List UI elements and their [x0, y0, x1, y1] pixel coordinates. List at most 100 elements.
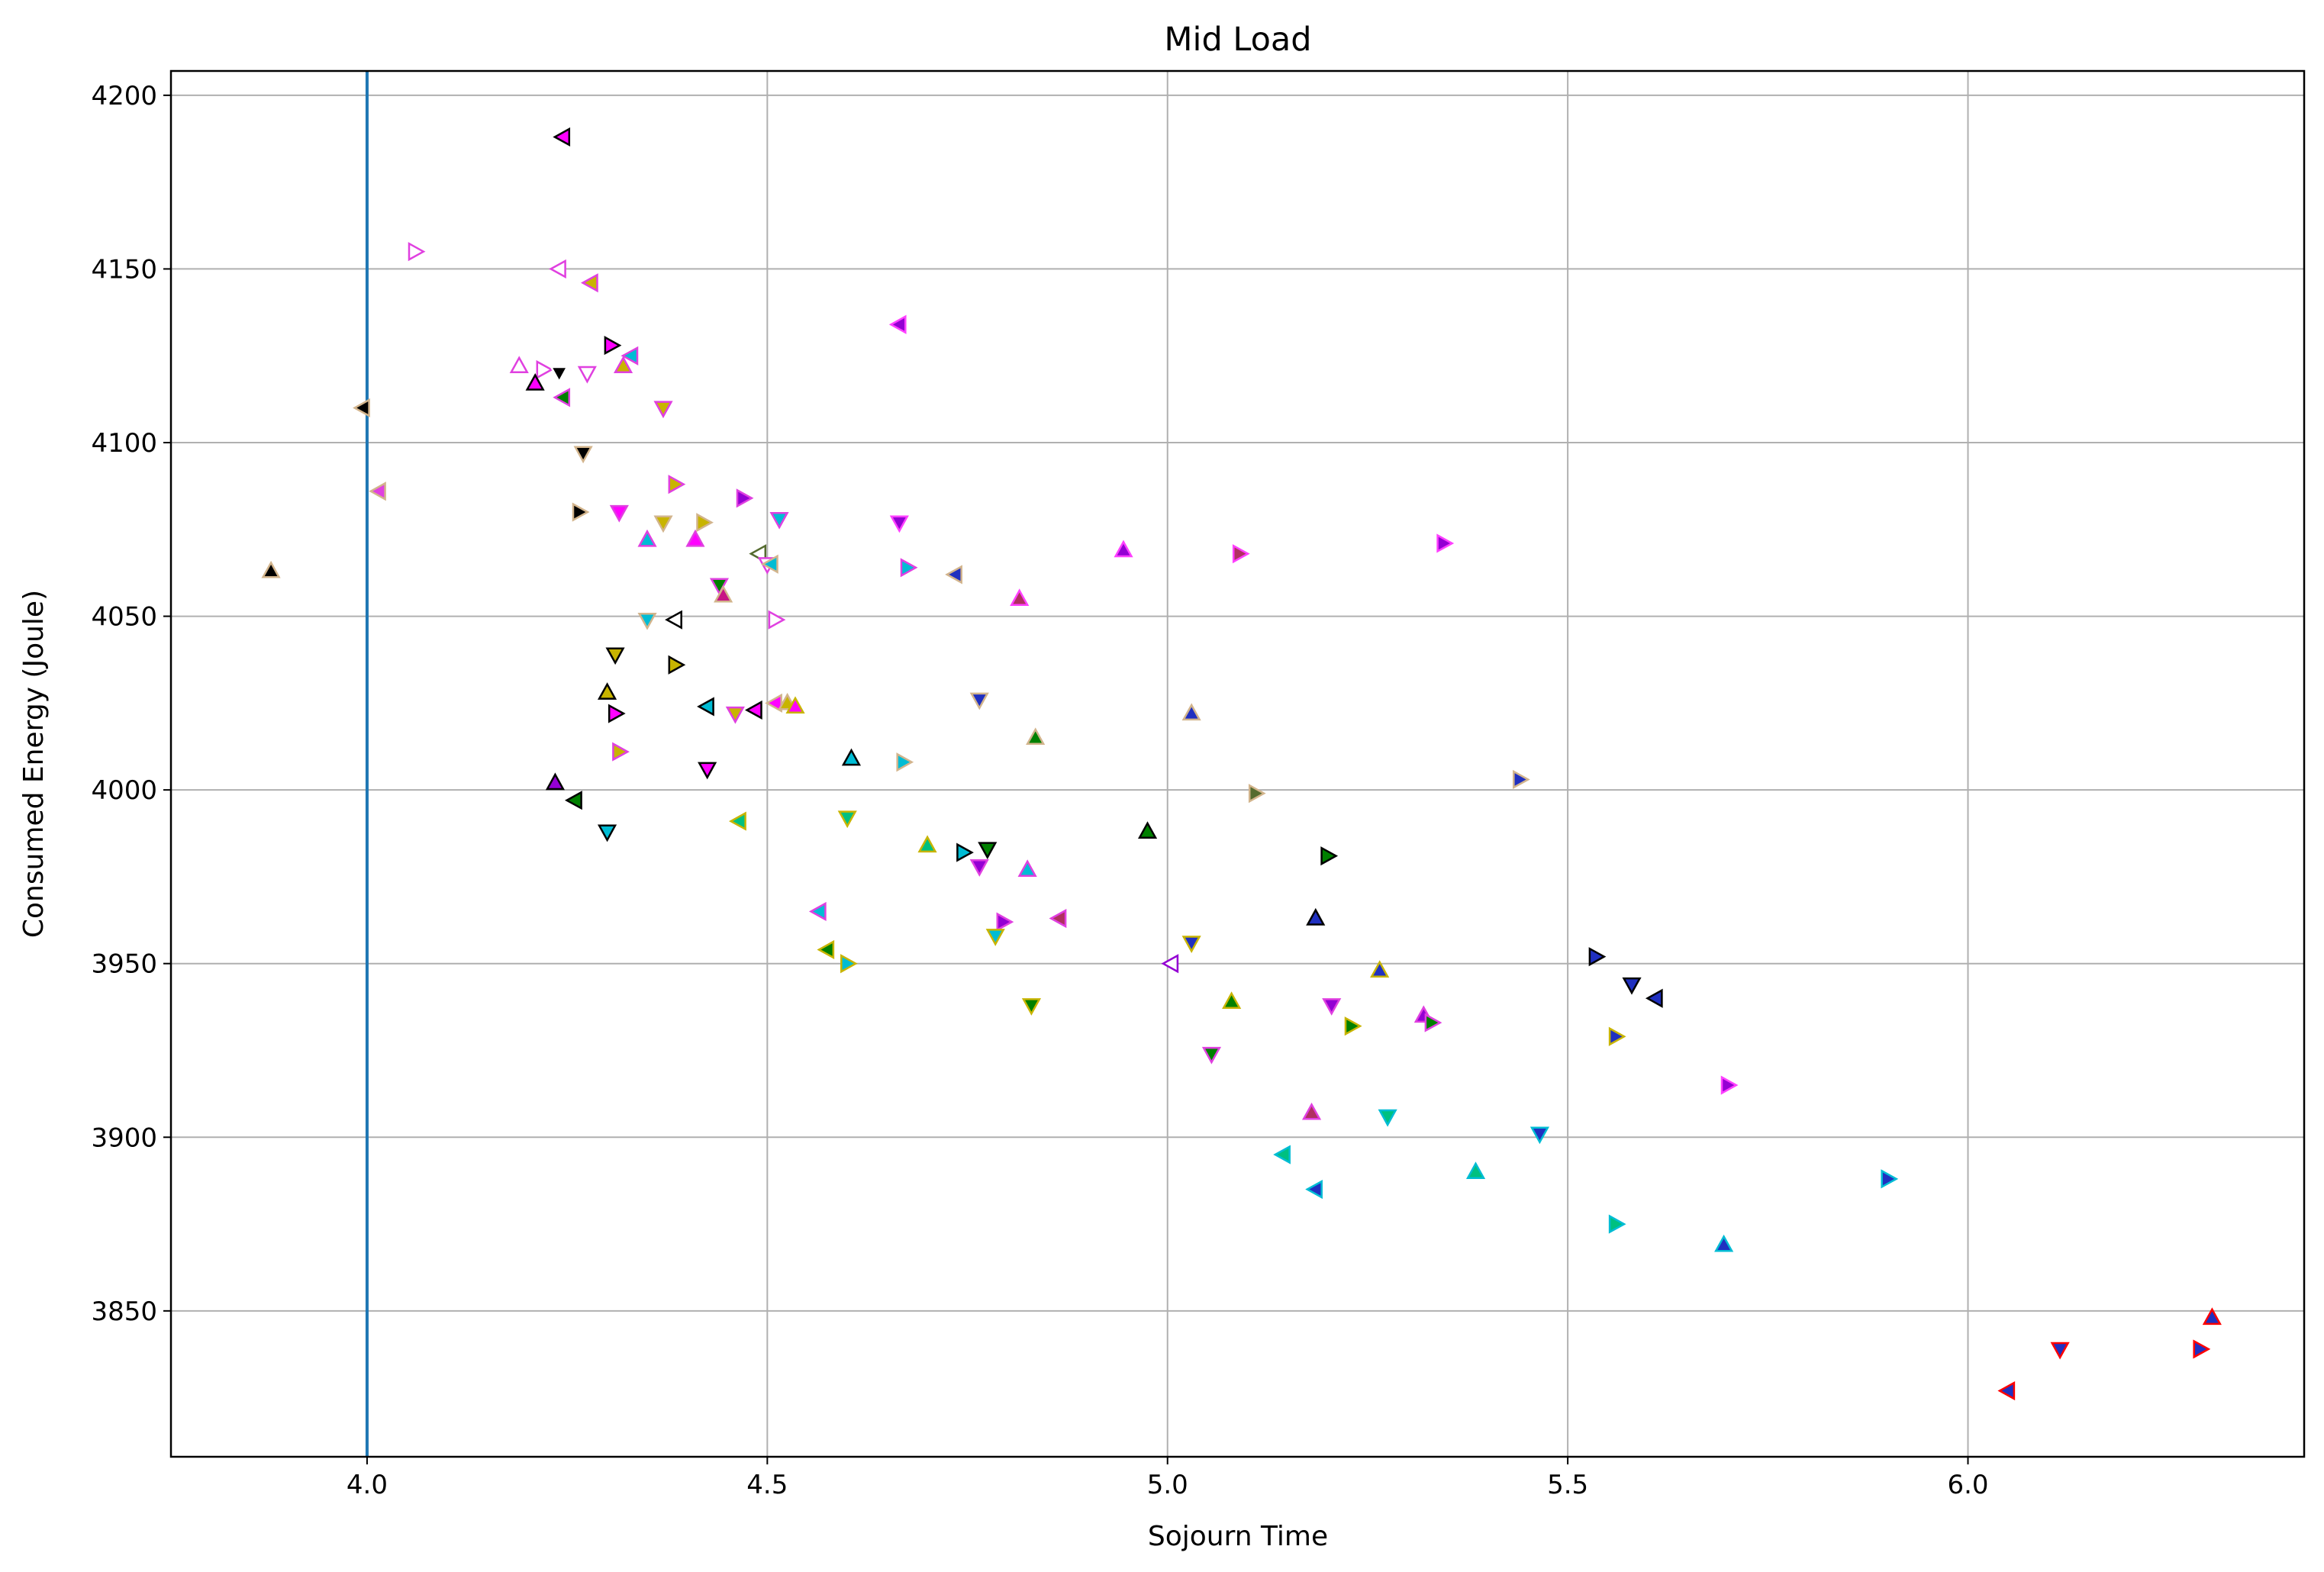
triangle-up-marker	[841, 748, 862, 766]
triangle-left-marker	[353, 398, 370, 418]
y-tick-label: 4150	[91, 254, 157, 285]
triangle-up-marker	[1465, 1161, 1486, 1179]
triangle-right-marker	[896, 752, 914, 772]
triangle-left-marker	[620, 346, 639, 366]
triangle-right-marker	[1436, 533, 1455, 553]
triangle-up-marker	[685, 529, 705, 547]
triangle-down-marker	[597, 824, 617, 842]
x-tick-label: 4.0	[347, 1470, 388, 1500]
triangle-up-marker	[714, 585, 733, 603]
x-axis-title: Sojourn Time	[1148, 1521, 1328, 1552]
triangle-down-marker	[2050, 1342, 2070, 1360]
triangle-right-marker	[536, 359, 554, 380]
triangle-down-marker	[653, 401, 673, 419]
triangle-up-marker	[1306, 907, 1326, 926]
triangle-right-marker	[1248, 784, 1266, 804]
triangle-left-marker	[1161, 954, 1179, 974]
triangle-left-marker	[1997, 1380, 2016, 1401]
y-tick-label: 3950	[91, 949, 157, 980]
triangle-right-marker	[408, 242, 426, 262]
triangle-down-marker	[1378, 1109, 1397, 1127]
triangle-up-marker	[613, 356, 633, 374]
triangle-left-marker	[369, 482, 386, 501]
triangle-up-marker	[1370, 960, 1390, 978]
y-tick-label: 3850	[91, 1297, 157, 1327]
triangle-up-marker	[261, 560, 281, 578]
triangle-down-marker	[605, 647, 625, 665]
triangle-left-marker	[549, 259, 566, 279]
triangle-up-marker	[525, 373, 545, 391]
y-tick-label: 4000	[91, 775, 157, 806]
chart-title: Mid Load	[1164, 21, 1311, 59]
triangle-left-marker	[697, 697, 714, 717]
triangle-left-marker	[1049, 908, 1067, 929]
triangle-down-marker	[969, 859, 989, 877]
triangle-right-marker	[1608, 1214, 1626, 1234]
triangle-up-marker	[2202, 1307, 2222, 1326]
triangle-down-marker	[577, 366, 597, 384]
data-points	[261, 127, 2222, 1401]
y-tick-label: 3900	[91, 1123, 157, 1153]
triangle-right-marker	[956, 842, 974, 862]
triangle-down-marker	[725, 706, 745, 724]
triangle-left-marker	[581, 273, 598, 293]
x-tick-label: 5.0	[1147, 1470, 1188, 1500]
x-tick-label: 6.0	[1947, 1470, 1988, 1500]
triangle-up-marker	[1301, 1102, 1322, 1120]
triangle-left-marker	[808, 901, 827, 922]
triangle-right-marker	[736, 488, 754, 508]
plot-frame	[169, 69, 2306, 1458]
y-tick-label: 4200	[91, 81, 157, 111]
triangle-up-marker	[1181, 703, 1201, 721]
triangle-down-marker	[1622, 977, 1642, 995]
triangle-up-marker	[637, 529, 657, 547]
grid-lines	[171, 71, 2304, 1457]
triangle-right-marker	[612, 742, 630, 762]
triangle-down-marker	[1021, 998, 1042, 1016]
triangle-right-marker	[1588, 947, 1607, 967]
triangle-up-marker	[1714, 1234, 1734, 1252]
triangle-up-marker	[785, 696, 805, 714]
triangle-left-marker	[1273, 1145, 1291, 1165]
triangle-left-marker	[553, 127, 571, 147]
triangle-up-marker	[1017, 859, 1037, 877]
triangle-right-marker	[1720, 1075, 1739, 1095]
triangle-up-marker	[1026, 727, 1046, 746]
triangle-down-marker	[550, 366, 569, 384]
triangle-right-marker	[1608, 1026, 1626, 1046]
axis-ticks: 4.0 4.5 5.0 5.5 6.0 3850 3900 3950 4000 4050 4100 4…	[91, 81, 1988, 1500]
triangle-right-marker	[572, 502, 590, 522]
triangle-left-marker	[761, 554, 778, 574]
triangle-down-marker	[969, 692, 989, 710]
triangle-up-marker	[597, 682, 617, 700]
triangle-right-marker	[768, 610, 786, 630]
triangle-left-marker	[765, 693, 782, 713]
triangle-left-marker	[565, 791, 582, 810]
triangle-left-marker	[888, 314, 907, 334]
x-tick-label: 4.5	[746, 1470, 788, 1500]
triangle-down-marker	[769, 511, 789, 530]
triangle-right-marker	[696, 513, 714, 533]
triangle-left-marker	[1645, 988, 1663, 1008]
triangle-right-marker	[2193, 1339, 2211, 1359]
triangle-right-marker	[1320, 846, 1339, 866]
triangle-left-marker	[1305, 1179, 1323, 1200]
triangle-down-marker	[1322, 998, 1342, 1016]
triangle-down-marker	[1181, 936, 1201, 953]
triangle-left-marker	[665, 610, 682, 630]
y-axis-title: Consumed Energy (Joule)	[18, 590, 50, 938]
triangle-up-marker	[1137, 821, 1158, 839]
triangle-right-marker	[1344, 1016, 1362, 1036]
triangle-down-marker	[609, 504, 629, 523]
triangle-down-marker	[573, 446, 593, 464]
triangle-up-marker	[1010, 588, 1030, 606]
triangle-up-marker	[1222, 991, 1242, 1009]
triangle-right-marker	[900, 558, 918, 578]
triangle-left-marker	[945, 565, 962, 585]
triangle-down-marker	[653, 515, 673, 533]
triangle-left-marker	[729, 811, 746, 831]
triangle-up-marker	[509, 356, 529, 374]
triangle-down-marker	[889, 515, 909, 533]
triangle-up-marker	[545, 772, 566, 791]
